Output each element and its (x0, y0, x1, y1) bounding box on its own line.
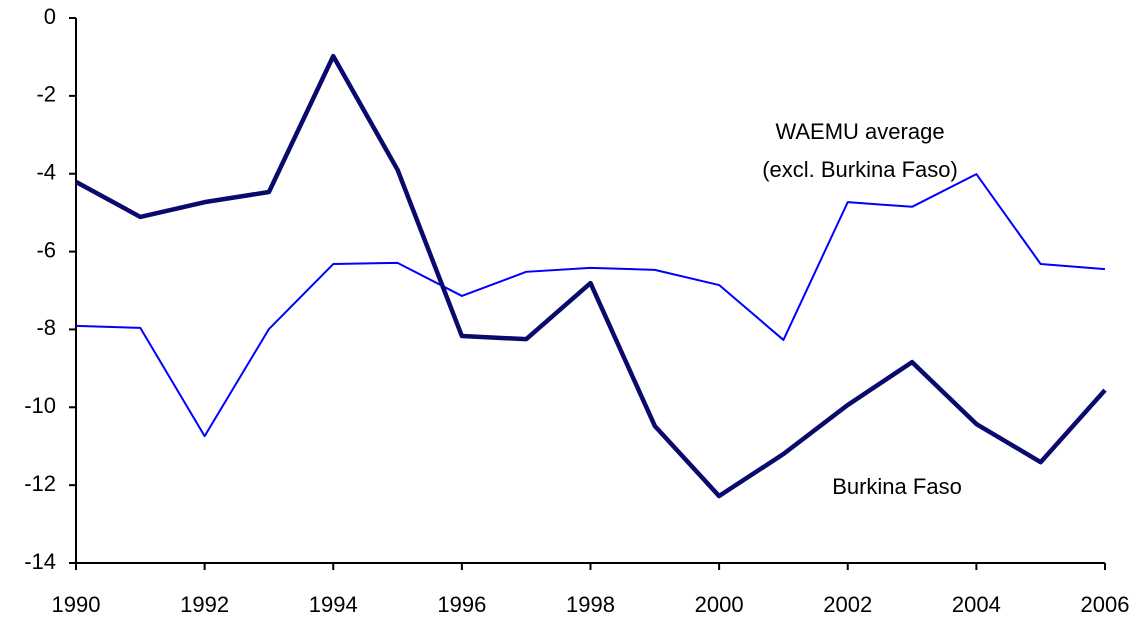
x-tick-label: 1990 (52, 592, 101, 617)
y-tick-label: -10 (24, 393, 56, 418)
y-tick-label: 0 (44, 4, 56, 29)
series-annotation-note: (excl. Burkina Faso) (762, 157, 958, 182)
y-tick-label: -12 (24, 471, 56, 496)
series-annotation: Burkina Faso (832, 474, 962, 499)
y-tick-label: -14 (24, 549, 56, 574)
y-tick-label: -8 (36, 315, 56, 340)
series-annotation: WAEMU average (775, 119, 944, 144)
y-tick-label: -6 (36, 237, 56, 262)
series-line (74, 53, 1107, 499)
x-tick-label: 1998 (566, 592, 615, 617)
y-tick-label: -2 (36, 82, 56, 107)
series-line (75, 173, 1106, 438)
x-tick-label: 2000 (695, 592, 744, 617)
y-tick-label: -4 (36, 160, 56, 185)
x-tick-label: 2004 (952, 592, 1001, 617)
x-tick-label: 1992 (180, 592, 229, 617)
x-tick-label: 2006 (1081, 592, 1130, 617)
x-tick-label: 2002 (823, 592, 872, 617)
x-tick-label: 1994 (309, 592, 358, 617)
x-tick-label: 1996 (437, 592, 486, 617)
